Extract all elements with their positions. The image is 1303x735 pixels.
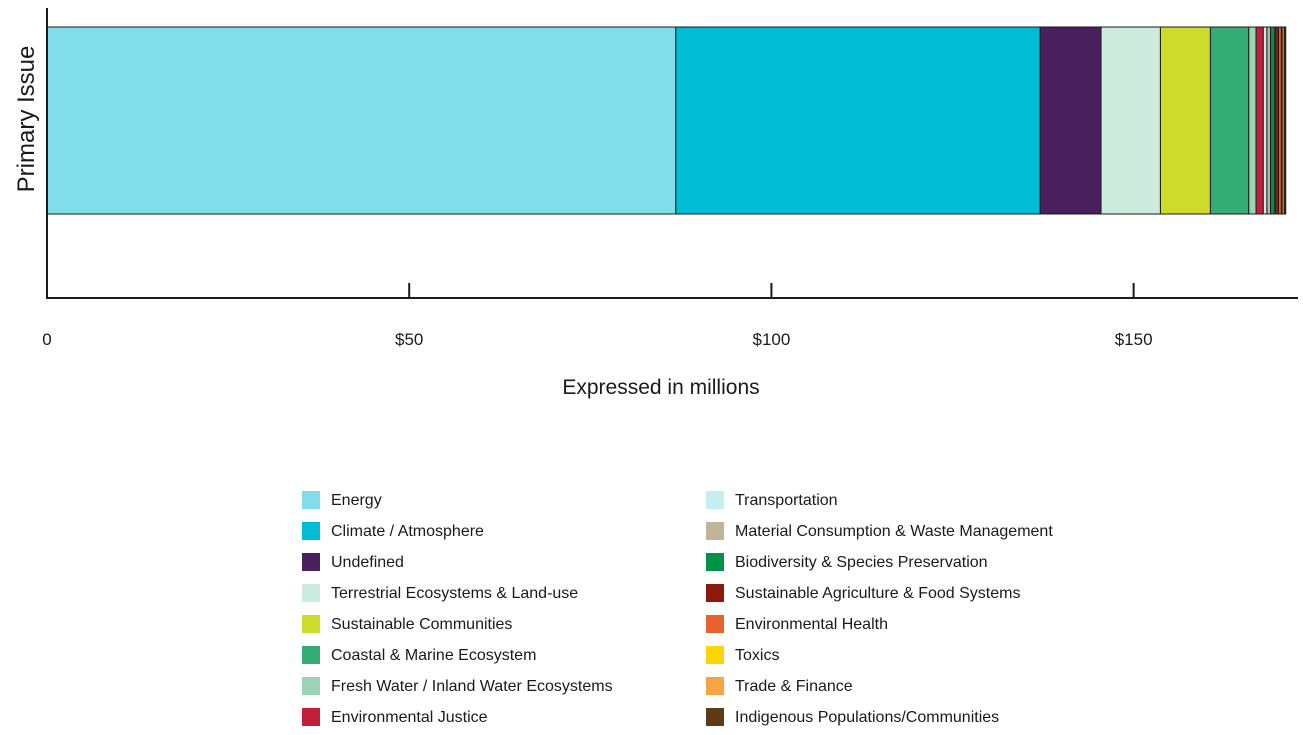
legend-label: Sustainable Communities (331, 616, 513, 633)
legend-label: Environmental Justice (331, 709, 488, 726)
bar-segment-3 (1100, 26, 1161, 215)
legend-label: Biodiversity & Species Preservation (735, 554, 988, 571)
legend-swatch (706, 584, 724, 602)
bar-segments (46, 26, 1287, 215)
legend: Energy Climate / Atmosphere Undefined Terre… (302, 490, 1202, 735)
bar-segment-7 (1255, 26, 1264, 215)
bar-segment-6 (1248, 26, 1257, 215)
legend-swatch (302, 708, 320, 726)
bar-segment-11 (1274, 26, 1280, 215)
legend-label: Environmental Health (735, 616, 888, 633)
x-tick-label-3: $150 (1115, 330, 1153, 349)
legend-swatch (706, 553, 724, 571)
legend-label: Undefined (331, 554, 404, 571)
legend-label: Fresh Water / Inland Water Ecosystems (331, 678, 613, 695)
bar-segment-10 (1270, 26, 1276, 215)
legend-swatch (706, 677, 724, 695)
legend-label: Transportation (735, 492, 838, 509)
legend-label: Trade & Finance (735, 678, 853, 695)
legend-label: Indigenous Populations/Communities (735, 709, 1000, 726)
x-tick-label-1: $50 (395, 330, 423, 349)
legend-swatch (302, 584, 320, 602)
bar-segment-4 (1159, 26, 1211, 215)
bar-segment-5 (1209, 26, 1250, 215)
legend-label: Sustainable Agriculture & Food Systems (735, 585, 1021, 602)
bar-segment-0 (46, 26, 677, 215)
legend-swatch (302, 553, 320, 571)
legend-label: Toxics (735, 647, 780, 664)
legend-label: Material Consumption & Waste Management (735, 523, 1053, 540)
bar-segment-2 (1039, 26, 1102, 215)
legend-swatch (706, 708, 724, 726)
legend-swatch (706, 615, 724, 633)
legend-swatch (302, 615, 320, 633)
x-axis-ticks: 0 $50 $100 $150 (42, 283, 1153, 349)
legend-label: Energy (331, 492, 382, 509)
legend-label: Terrestrial Ecosystems & Land-use (331, 585, 579, 602)
legend-label: Climate / Atmosphere (331, 523, 484, 540)
x-axis-title: Expressed in millions (562, 376, 759, 399)
legend-swatch (706, 491, 724, 509)
legend-swatch (706, 522, 724, 540)
legend-swatch (302, 491, 320, 509)
bar-segment-9 (1266, 26, 1272, 215)
x-tick-label-0: 0 (42, 330, 51, 349)
x-tick-label-2: $100 (753, 330, 791, 349)
stacked-bar-chart: Primary Issue 0 $50 $100 $150 Expressed in … (13, 8, 1298, 399)
legend-swatch (706, 646, 724, 664)
legend-swatch (302, 677, 320, 695)
bar-segment-1 (675, 26, 1041, 215)
legend-label: Coastal & Marine Ecosystem (331, 647, 537, 664)
bar-segment-15 (1283, 26, 1287, 215)
bar-segment-8 (1262, 26, 1268, 215)
legend-swatch (302, 522, 320, 540)
legend-swatch (302, 646, 320, 664)
y-axis-title: Primary Issue (13, 46, 40, 193)
